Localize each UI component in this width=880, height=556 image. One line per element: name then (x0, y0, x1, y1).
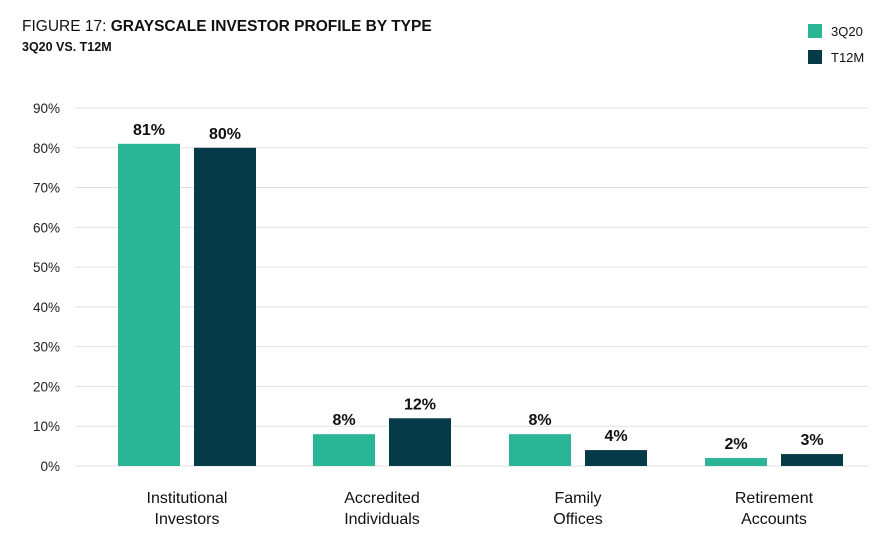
bar (585, 450, 647, 466)
category-label: Investors (155, 511, 220, 528)
y-tick-label: 40% (33, 300, 60, 315)
data-label: 8% (528, 412, 551, 429)
data-label: 81% (133, 122, 165, 139)
data-label: 80% (209, 126, 241, 143)
legend-item-t12m: T12M (808, 48, 864, 66)
legend-label-t12m: T12M (831, 49, 865, 65)
data-label: 3% (800, 432, 823, 449)
y-tick-label: 20% (33, 379, 60, 394)
data-label: 4% (604, 428, 627, 445)
bar (781, 454, 843, 466)
bar (194, 147, 256, 466)
legend: 3Q20 T12M (808, 22, 864, 74)
y-tick-label: 70% (33, 181, 60, 196)
figure-number: FIGURE 17: (22, 18, 111, 35)
y-tick-label: 80% (33, 141, 60, 156)
category-label: Individuals (344, 511, 420, 528)
bar (509, 434, 571, 466)
bar (705, 458, 767, 466)
bar (389, 418, 451, 466)
data-label: 8% (332, 412, 355, 429)
legend-swatch-3q20 (808, 24, 822, 38)
category-label: Retirement (735, 490, 814, 507)
category-label: Offices (553, 511, 603, 528)
y-tick-label: 0% (40, 459, 60, 474)
legend-label-3q20: 3Q20 (831, 23, 863, 39)
y-tick-label: 30% (33, 340, 60, 355)
y-tick-label: 60% (33, 220, 60, 235)
y-tick-label: 10% (33, 419, 60, 434)
y-tick-label: 50% (33, 260, 60, 275)
chart-subtitle: 3Q20 VS. T12M (22, 40, 112, 54)
category-label: Institutional (147, 490, 228, 507)
data-label: 12% (404, 396, 436, 413)
legend-swatch-t12m (808, 50, 822, 64)
y-tick-label: 90% (33, 101, 60, 116)
category-label: Accounts (741, 511, 807, 528)
category-label: Accredited (344, 490, 420, 507)
bar (118, 143, 180, 467)
data-label: 2% (724, 436, 747, 453)
chart-title: FIGURE 17: GRAYSCALE INVESTOR PROFILE BY… (22, 18, 432, 36)
chart-title-text: GRAYSCALE INVESTOR PROFILE BY TYPE (110, 18, 432, 35)
category-label: Family (554, 490, 601, 507)
bar (313, 434, 375, 466)
legend-item-3q20: 3Q20 (808, 22, 864, 40)
